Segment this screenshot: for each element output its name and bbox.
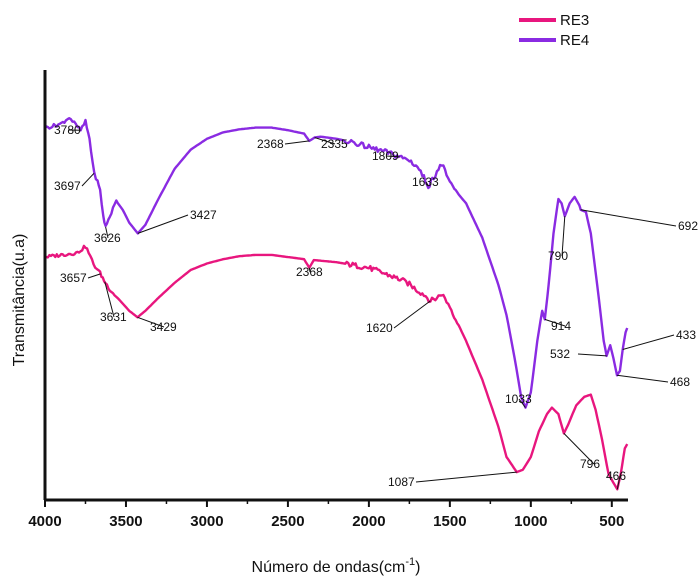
annotation-leader — [81, 172, 95, 187]
peak-label: 1620 — [366, 321, 393, 335]
series-line-re4 — [44, 117, 629, 409]
x-tick-label: 500 — [599, 513, 624, 530]
annotation-leader — [563, 433, 595, 465]
peak-label: 433 — [676, 328, 696, 342]
peak-label: 3427 — [190, 208, 217, 222]
annotation-leader — [314, 137, 336, 145]
peak-label: 3657 — [60, 271, 87, 285]
series-line-re3 — [45, 244, 629, 491]
annotation-leader — [105, 226, 109, 239]
annotation-leader — [137, 316, 165, 328]
peak-label: 1033 — [505, 392, 532, 406]
annotation-leader — [580, 209, 677, 227]
peak-label: 1809 — [372, 149, 399, 163]
annotation-leader — [104, 281, 115, 318]
peak-label: 1633 — [412, 175, 439, 189]
annotation-leader — [137, 214, 189, 234]
series-layer — [44, 117, 629, 491]
annotation-leader — [385, 155, 400, 158]
peak-label: 692 — [678, 219, 698, 233]
axes-layer: 4000 3500 3000 2500 2000 1500 1000 500 Número de… — [11, 70, 628, 576]
peak-label: 2368 — [257, 137, 284, 151]
annotation-leader — [616, 475, 621, 490]
legend-label-re3: RE3 — [560, 12, 589, 29]
peak-label: 3697 — [54, 179, 81, 193]
annotation-leader — [415, 471, 517, 483]
annotation-leader — [577, 353, 607, 357]
annotation-leader — [518, 398, 526, 408]
x-tick-label: 2000 — [352, 513, 385, 530]
annotation-leader — [544, 318, 566, 327]
peak-label: 1087 — [388, 475, 415, 489]
peak-label: 3626 — [94, 231, 121, 245]
peak-label: 466 — [606, 469, 626, 483]
peak-label: 3780 — [54, 123, 81, 137]
annotation-leader — [87, 273, 101, 279]
peak-label: 532 — [550, 347, 570, 361]
peak-label: 3429 — [150, 320, 177, 334]
peak-label: 796 — [580, 457, 600, 471]
y-axis-label: Transmitância(u.a) — [11, 234, 28, 367]
peak-label: 468 — [670, 375, 690, 389]
peak-label: 3631 — [100, 310, 127, 324]
x-tick-label: 1000 — [514, 513, 547, 530]
annotation-leader — [616, 374, 669, 383]
x-tick-label: 3500 — [109, 513, 142, 530]
legend-label-re4: RE4 — [560, 32, 589, 49]
x-tick-label: 4000 — [28, 513, 61, 530]
peak-label: 2368 — [296, 265, 323, 279]
annotation-leader — [622, 334, 675, 350]
x-tick-label: 2500 — [271, 513, 304, 530]
annotation-leader — [393, 300, 431, 329]
annotation-leader — [561, 216, 566, 257]
peak-label: 2335 — [321, 137, 348, 151]
peak-label: 914 — [551, 319, 571, 333]
x-tick-label: 3000 — [190, 513, 223, 530]
peak-label: 790 — [548, 249, 568, 263]
annotation-leader — [308, 267, 311, 273]
annotation-leader — [284, 140, 310, 145]
x-axis-label: Número de ondas(cm-1) — [252, 556, 421, 576]
x-tick-label: 1500 — [433, 513, 466, 530]
annotation-leader — [425, 181, 429, 187]
annotation-layer: 3780 3697 3626 3427 2368 2335 1809 1633 790 692 91… — [54, 123, 698, 490]
